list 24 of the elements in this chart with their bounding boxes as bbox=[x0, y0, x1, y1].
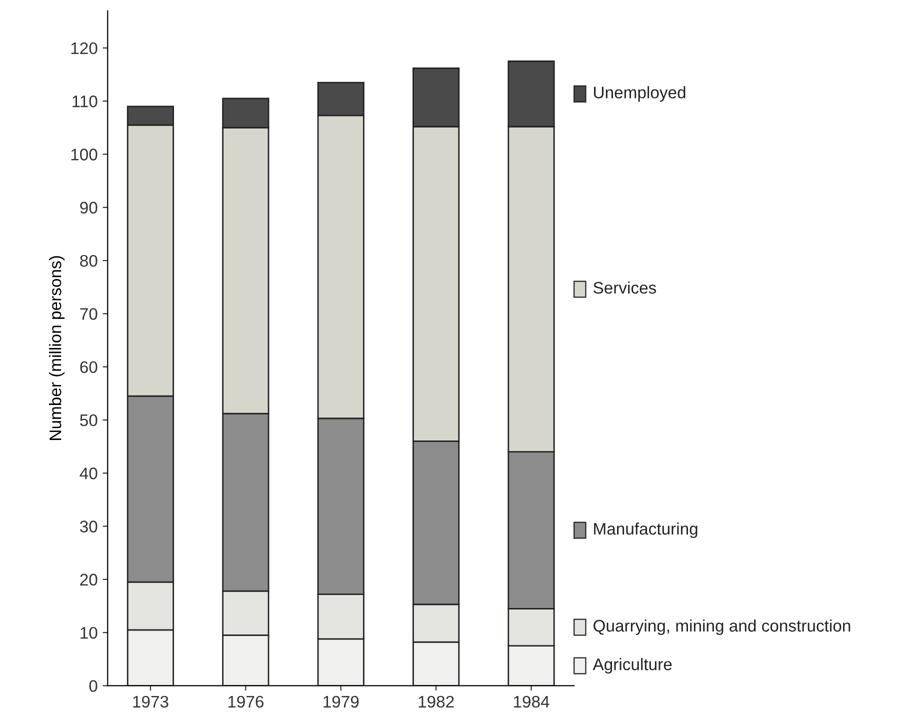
y-tick-label: 10 bbox=[80, 626, 98, 639]
x-tick-label: 1976 bbox=[228, 696, 264, 708]
y-tick-label: 100 bbox=[71, 148, 98, 160]
y-tick-label: 90 bbox=[80, 202, 98, 214]
legend-label: Manufacturing bbox=[594, 522, 698, 538]
legend-label: Unemployed bbox=[594, 86, 686, 102]
y-tick-label: 60 bbox=[80, 361, 98, 374]
x-tick-label: 1973 bbox=[133, 696, 168, 708]
y-tick-label: 120 bbox=[71, 42, 98, 54]
x-tick-label: 1979 bbox=[324, 696, 359, 708]
y-tick-label: 40 bbox=[80, 468, 98, 480]
y-tick-label: 30 bbox=[80, 520, 98, 532]
y-tick-label: 110 bbox=[72, 96, 98, 108]
x-tick-label: 1982 bbox=[418, 696, 454, 708]
y-tick-label: 20 bbox=[80, 574, 98, 586]
x-tick-label: 1984 bbox=[514, 696, 550, 708]
y-axis-title: Number (million persons) bbox=[49, 256, 65, 440]
legend-label: Agriculture bbox=[592, 658, 672, 674]
y-tick-label: 0 bbox=[89, 680, 98, 692]
y-tick-label: 70 bbox=[80, 308, 98, 320]
y-tick-label: 50 bbox=[80, 414, 98, 426]
legend-label: Services bbox=[593, 281, 656, 294]
legend-label: Quarrying, mining and construction bbox=[594, 619, 850, 635]
y-tick-label: 80 bbox=[80, 254, 98, 267]
